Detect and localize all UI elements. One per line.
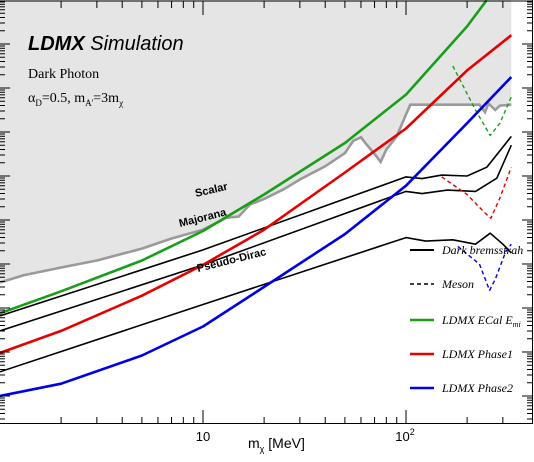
meson-curve: [457, 243, 512, 292]
legend-item: LDMX Phase2: [410, 381, 513, 395]
legend-item: Dark bremsstrah: [410, 243, 523, 257]
legend-label: Meson: [441, 277, 474, 291]
sensitivity-ldmx-phase1: [0, 34, 513, 355]
legend-label: LDMX Phase1: [441, 347, 513, 361]
legend-item: Meson: [410, 277, 474, 291]
meson-curve: [441, 166, 512, 219]
excluded-region: [0, 0, 512, 283]
meson-curve: [452, 65, 512, 137]
x-axis-label: mχ [MeV]: [248, 435, 305, 454]
chart-params: αD=0.5, mA'=3mχ: [28, 91, 123, 108]
sensitivity-ldmx-ecal-e-miss: [0, 0, 488, 315]
legend-label: LDMX ECal Emi: [441, 313, 521, 329]
legend-item: LDMX Phase1: [410, 347, 513, 361]
legend: Dark bremsstrah Meson LDMX ECal Emi LDMX…: [410, 243, 523, 395]
excluded-region-boundary: [0, 101, 512, 284]
chart-subtitle: Dark Photon: [28, 67, 99, 82]
x-tick-label-100: 102: [395, 427, 414, 444]
thermal-target-scalar: [0, 135, 512, 317]
thermal-target-majorana: [0, 144, 513, 332]
chart-title: LDMX Simulation: [28, 33, 184, 55]
legend-label: Dark bremsstrah: [441, 243, 523, 257]
x-tick-label-10: 10: [196, 429, 210, 444]
sensitivity-ldmx-phase2: [0, 76, 513, 398]
legend-item: LDMX ECal Emi: [410, 313, 521, 329]
legend-label: LDMX Phase2: [441, 381, 513, 395]
